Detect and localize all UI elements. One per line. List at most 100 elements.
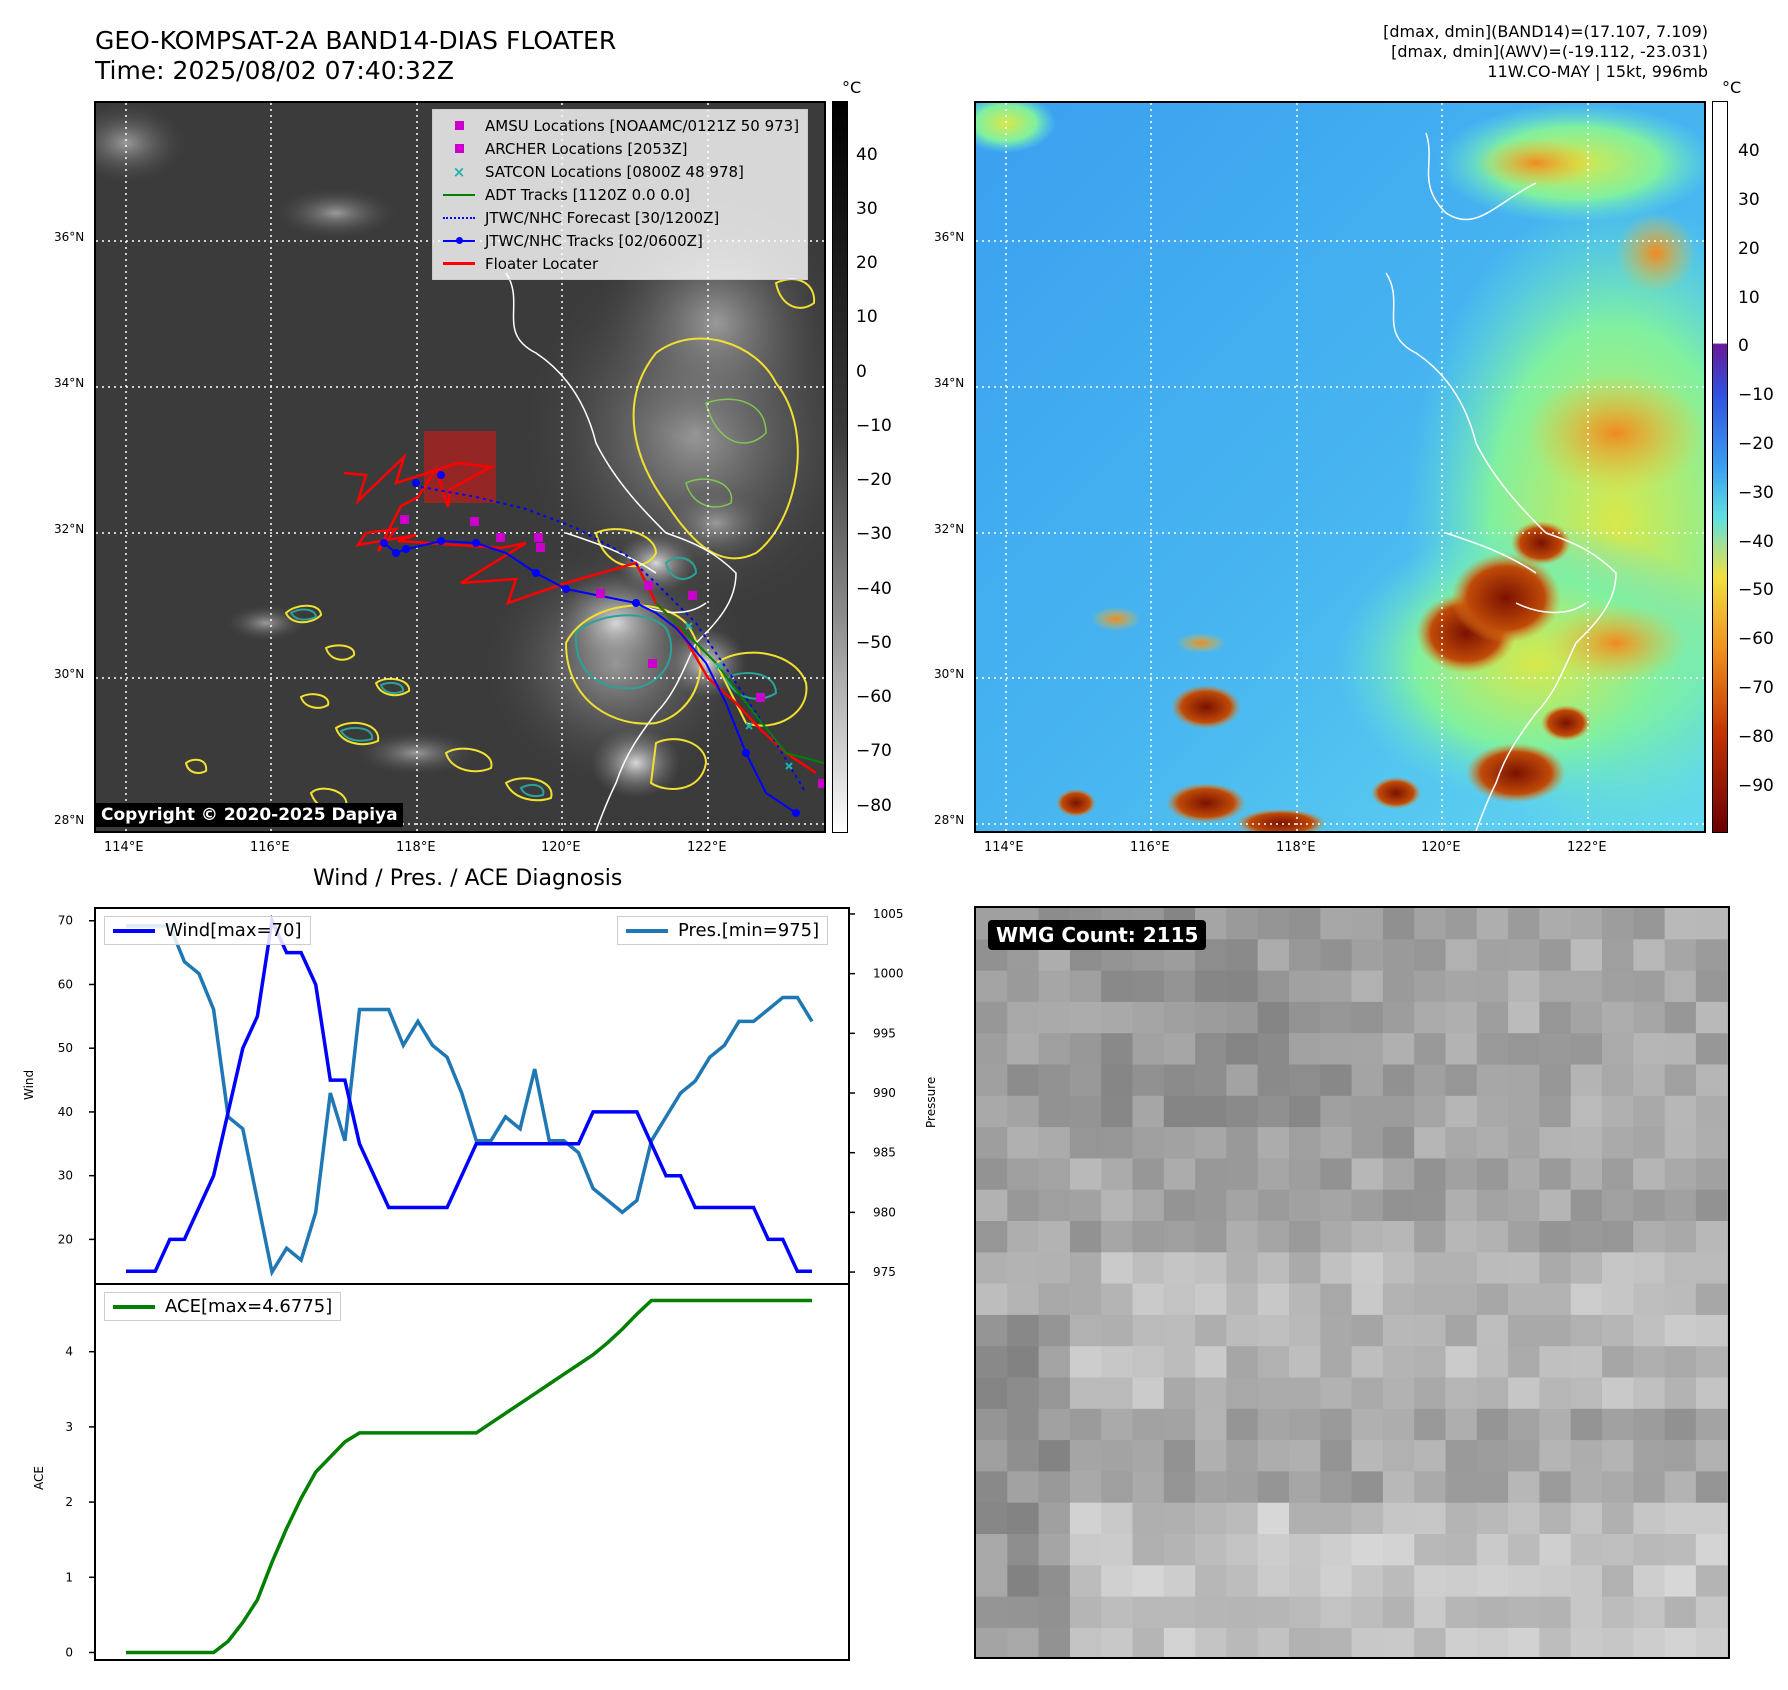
wmg-pixel xyxy=(976,1627,1008,1657)
wmg-pixel xyxy=(1570,1471,1603,1504)
wmg-pixel xyxy=(1695,1283,1728,1316)
wmg-pixel xyxy=(1195,1283,1227,1316)
wmg-pixel xyxy=(1508,1001,1540,1034)
map2-lat-30: 30°N xyxy=(934,667,965,681)
wmg-pixel xyxy=(1351,1471,1384,1504)
wmg-pixel xyxy=(1320,908,1353,940)
wmg-pixel xyxy=(1320,1471,1353,1504)
wmg-pixel xyxy=(1289,1502,1321,1535)
wmg-pixel xyxy=(1445,1189,1478,1222)
wmg-pixel xyxy=(1664,1408,1697,1441)
wmg-pixel xyxy=(1633,1095,1666,1128)
wmg-pixel xyxy=(1539,970,1572,1003)
wmg-pixel xyxy=(1007,1408,1040,1441)
wmg-pixel xyxy=(1476,1471,1509,1504)
wmg-pixel xyxy=(1508,1033,1540,1065)
wmg-pixel xyxy=(1320,1158,1353,1191)
wmg-pixel xyxy=(1320,1033,1353,1065)
wmg-pixel xyxy=(1476,1377,1509,1410)
wmg-pixel xyxy=(1508,908,1540,940)
wmg-pixel xyxy=(1414,1627,1446,1657)
pres-tick-label: 975 xyxy=(873,1265,896,1279)
wmg-pixel xyxy=(1382,1221,1415,1253)
wmg-pixel xyxy=(1633,1502,1666,1535)
wmg-pixel xyxy=(1539,1283,1572,1316)
wmg-pixel xyxy=(1163,1408,1196,1441)
wmg-pixel xyxy=(1195,1346,1227,1378)
cbar1-tick: −10 xyxy=(856,416,892,436)
wmg-pixel xyxy=(1695,1095,1728,1128)
wmg-pixel xyxy=(1476,939,1509,972)
cbar2-tick: −50 xyxy=(1738,580,1774,600)
wmg-pixel xyxy=(1633,1127,1666,1159)
wmg-pixel xyxy=(1445,1127,1478,1159)
wmg-pixel xyxy=(1351,1001,1384,1034)
wmg-pixel xyxy=(1633,1033,1666,1065)
cbar1-tick: −60 xyxy=(856,687,892,707)
wmg-pixel xyxy=(1570,1095,1603,1128)
wmg-pixel xyxy=(1476,1001,1509,1034)
ace-axis-label: ACE xyxy=(32,1466,46,1490)
wmg-pixel xyxy=(1602,1064,1634,1097)
wmg-pixel xyxy=(1289,1095,1321,1128)
wmg-pixel xyxy=(1633,908,1666,940)
wmg-pixel xyxy=(1664,1064,1697,1097)
wmg-pixel xyxy=(1007,1033,1040,1065)
wmg-pixel xyxy=(1351,1627,1384,1657)
wmg-pixel xyxy=(1163,1565,1196,1598)
pres-legend-label: Pres.[min=975] xyxy=(678,920,820,941)
map2-lat-36: 36°N xyxy=(934,230,965,244)
wmg-pixel xyxy=(1508,1565,1540,1598)
wmg-pixel xyxy=(1289,1283,1321,1316)
wmg-pixel xyxy=(976,1471,1008,1504)
wmg-pixel xyxy=(1289,939,1321,972)
wmg-pixel xyxy=(1101,1596,1133,1629)
cbar1-tick: −80 xyxy=(856,796,892,816)
wmg-pixel xyxy=(1226,970,1259,1003)
wmg-pixel xyxy=(1602,1502,1634,1535)
wmg-pixel xyxy=(1101,1064,1133,1097)
wmg-pixel xyxy=(1257,1471,1290,1504)
wmg-pixel xyxy=(1007,1252,1040,1285)
wmg-pixel xyxy=(1038,1471,1071,1504)
wmg-pixel xyxy=(1445,1314,1478,1347)
wmg-pixel xyxy=(1602,1596,1634,1629)
wmg-pixel xyxy=(1602,1314,1634,1347)
wmg-pixel xyxy=(1539,1158,1572,1191)
wmg-pixel xyxy=(1633,1252,1666,1285)
wmg-pixel xyxy=(1132,1377,1165,1410)
figure-title: GEO-KOMPSAT-2A BAND14-DIAS FLOATER xyxy=(95,26,617,55)
wmg-pixel xyxy=(1508,1252,1540,1285)
wmg-pixel xyxy=(1132,1283,1165,1316)
wmg-pixel xyxy=(1414,1033,1446,1065)
wmg-pixel xyxy=(1414,1314,1446,1347)
wmg-pixel xyxy=(1101,1377,1133,1410)
wmg-pixel xyxy=(1351,970,1384,1003)
wmg-pixel xyxy=(1289,1565,1321,1598)
legend-adt: ADT Tracks [1120Z 0.0 0.0] xyxy=(441,183,799,206)
wmg-pixel xyxy=(1445,908,1478,940)
wmg-pixel xyxy=(1570,1221,1603,1253)
wmg-pixel xyxy=(1602,1001,1634,1034)
wmg-pixel xyxy=(1602,1189,1634,1222)
wmg-pixel xyxy=(1069,1471,1102,1504)
map1-lat-36: 36°N xyxy=(54,230,85,244)
wmg-pixel xyxy=(1351,1346,1384,1378)
wmg-pixel xyxy=(1476,1127,1509,1159)
wmg-pixel xyxy=(1257,1252,1290,1285)
wmg-pixel xyxy=(1414,1189,1446,1222)
wmg-pixel xyxy=(1570,1440,1603,1472)
wmg-pixel xyxy=(1445,1627,1478,1657)
wmg-pixel xyxy=(1570,1502,1603,1535)
wmg-pixel xyxy=(1132,1471,1165,1504)
wmg-pixel xyxy=(1320,1189,1353,1222)
wmg-pixel xyxy=(1226,1001,1259,1034)
wmg-pixel xyxy=(1664,1440,1697,1472)
wmg-pixel xyxy=(1195,1189,1227,1222)
ace-axes xyxy=(94,1283,850,1661)
wmg-pixel xyxy=(1602,1408,1634,1441)
pres-tick-label: 990 xyxy=(873,1086,896,1100)
wmg-pixel xyxy=(976,1596,1008,1629)
wmg-pixel xyxy=(1257,1158,1290,1191)
wmg-pixel xyxy=(1007,1127,1040,1159)
